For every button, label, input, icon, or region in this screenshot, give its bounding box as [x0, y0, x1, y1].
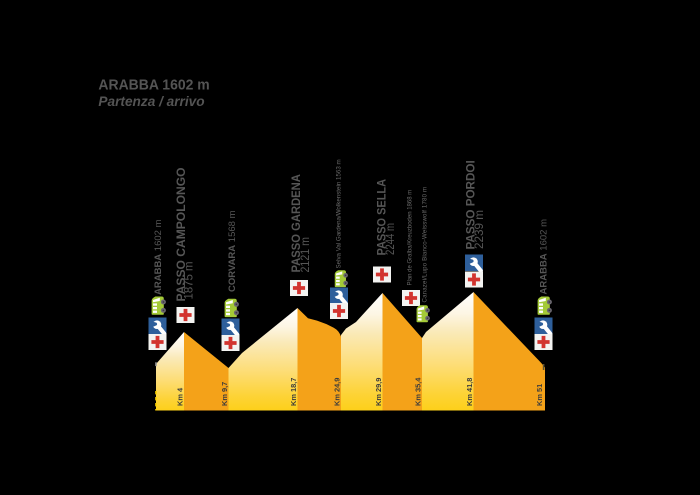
svg-text:2239 m: 2239 m: [474, 210, 486, 249]
svg-text:Selva Val Gardena/Wolkenstein: Selva Val Gardena/Wolkenstein 1563 m: [336, 159, 343, 268]
svg-text:Km 9,7: Km 9,7: [220, 382, 229, 406]
svg-text:ARABBA 1602 m: ARABBA 1602 m: [98, 77, 209, 94]
svg-text:1875 m: 1875 m: [184, 262, 196, 300]
svg-text:Km 29,9: Km 29,9: [374, 378, 383, 406]
svg-text:Km 35,4: Km 35,4: [414, 377, 423, 406]
svg-text:Km 18,7: Km 18,7: [289, 378, 298, 406]
svg-text:PASSO PORDOI: PASSO PORDOI: [463, 160, 477, 249]
svg-text:ARABBA 1602 m: ARABBA 1602 m: [153, 219, 164, 295]
svg-text:Km 24,9: Km 24,9: [333, 378, 342, 406]
svg-text:2121 m: 2121 m: [300, 237, 312, 273]
svg-text:Partenza / arrivo: Partenza / arrivo: [98, 93, 205, 109]
svg-text:2244 m: 2244 m: [385, 223, 397, 255]
svg-text:PASSO GARDENA: PASSO GARDENA: [289, 174, 303, 273]
svg-text:CORVARA 1568 m: CORVARA 1568 m: [227, 210, 238, 292]
svg-text:Km 51: Km 51: [535, 384, 544, 406]
svg-text:ARABBA 1602 m: ARABBA 1602 m: [539, 219, 550, 295]
svg-text:Km 41,8: Km 41,8: [465, 378, 474, 406]
svg-text:Plan de Gralba/Kreuzboden 1868: Plan de Gralba/Kreuzboden 1868 m: [408, 190, 414, 286]
svg-text:Km 4: Km 4: [176, 387, 185, 406]
svg-text:PASSO CAMPOLONGO: PASSO CAMPOLONGO: [174, 168, 188, 302]
svg-text:PASSO SELLA: PASSO SELLA: [375, 179, 389, 256]
svg-text:Canazei/Lupo Bianco-Weisswolf: Canazei/Lupo Bianco-Weisswolf 1780 m: [421, 187, 428, 303]
